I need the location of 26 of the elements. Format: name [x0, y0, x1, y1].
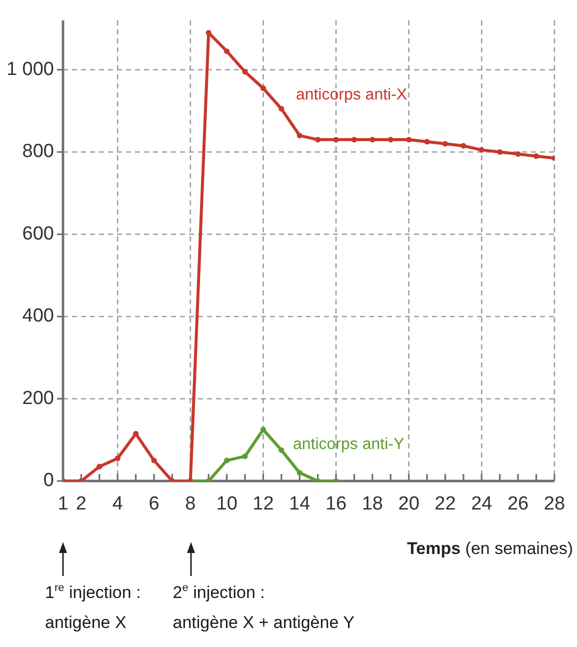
x-tick-label: 14	[289, 494, 311, 515]
x-tick-label: 8	[185, 494, 196, 515]
x-tick-label: 24	[471, 494, 493, 515]
series-label: anticorps anti-Y	[292, 436, 404, 453]
x-axis-title: Temps (en semaines)	[407, 539, 573, 559]
y-tick-label: 800	[22, 141, 54, 162]
y-tick-label: 0	[43, 470, 54, 492]
text: 1$^{re}$ injection : antigène X	[45, 581, 141, 634]
x-tick-label: 2	[76, 494, 86, 515]
x-tick-label: 28	[544, 494, 566, 515]
x-tick-label: 4	[112, 494, 124, 515]
x-tick-label: 12	[252, 494, 274, 515]
x-tick-label: 1	[58, 494, 68, 515]
x-tick-label: 10	[216, 494, 238, 515]
y-tick-label: 200	[22, 388, 54, 409]
x-tick-label: 6	[148, 494, 160, 515]
series-label: anticorps anti-X	[296, 86, 408, 104]
y-tick-label: 400	[22, 306, 54, 327]
x-tick-label: 20	[398, 494, 420, 515]
text: 2$^{e}$ injection : antigène X + antigène Y	[172, 581, 354, 634]
x-tick-label: 16	[325, 494, 347, 515]
x-tick-label: 26	[507, 494, 529, 515]
y-tick-label: 600	[22, 223, 54, 244]
x-tick-label: 18	[362, 494, 383, 515]
x-tick-label: 22	[434, 494, 456, 515]
y-tick-label: 1 000	[6, 58, 54, 80]
